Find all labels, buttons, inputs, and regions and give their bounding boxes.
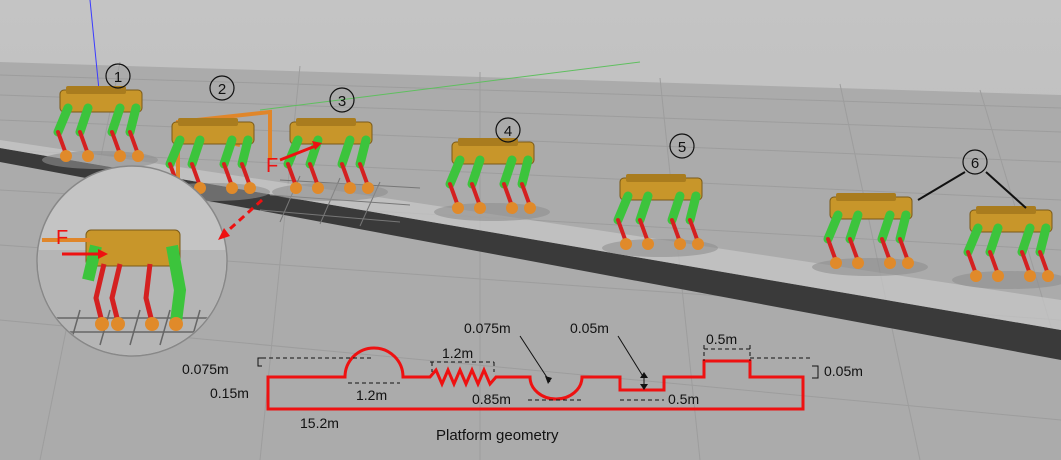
dim-bump-height: 0.075m: [182, 361, 229, 377]
dim-step-up: 0.05m: [824, 363, 863, 379]
platform-geometry-diagram: 0.075m 1.2m 0.15m 15.2m 1.2m 0.075m 0.85…: [182, 320, 863, 444]
diagram-caption: Platform geometry: [436, 427, 559, 444]
step-label-4: 4: [504, 123, 512, 140]
dim-platform-length: 15.2m: [300, 415, 339, 431]
dim-step-down-width: 0.5m: [668, 391, 699, 407]
dim-dip-depth: 0.075m: [464, 320, 511, 336]
force-arrow-main: [279, 141, 322, 162]
step-label-5: 5: [678, 139, 686, 156]
step-markers: 1 2 3 4 5 6: [105, 63, 1027, 209]
step-label-6: 6: [971, 155, 979, 172]
dim-bump-width: 1.2m: [356, 387, 387, 403]
force-label-main: F: [266, 155, 278, 177]
step-label-1: 1: [114, 69, 122, 86]
force-label-inset: F: [56, 227, 68, 249]
dim-step-down: 0.05m: [570, 320, 609, 336]
platform-outline: [266, 346, 805, 411]
platform-strip: [0, 148, 1061, 360]
dim-dip-width: 0.85m: [472, 391, 511, 407]
step-label-2: 2: [218, 81, 226, 98]
platform-top: [0, 140, 1061, 330]
dim-step-up-width: 0.5m: [706, 331, 737, 347]
axis-line-green: [259, 61, 641, 111]
axis-line: [89, 0, 101, 101]
dim-zigzag-length: 1.2m: [442, 345, 473, 361]
dim-platform-height: 0.15m: [210, 385, 249, 401]
step-label-3: 3: [338, 93, 346, 110]
